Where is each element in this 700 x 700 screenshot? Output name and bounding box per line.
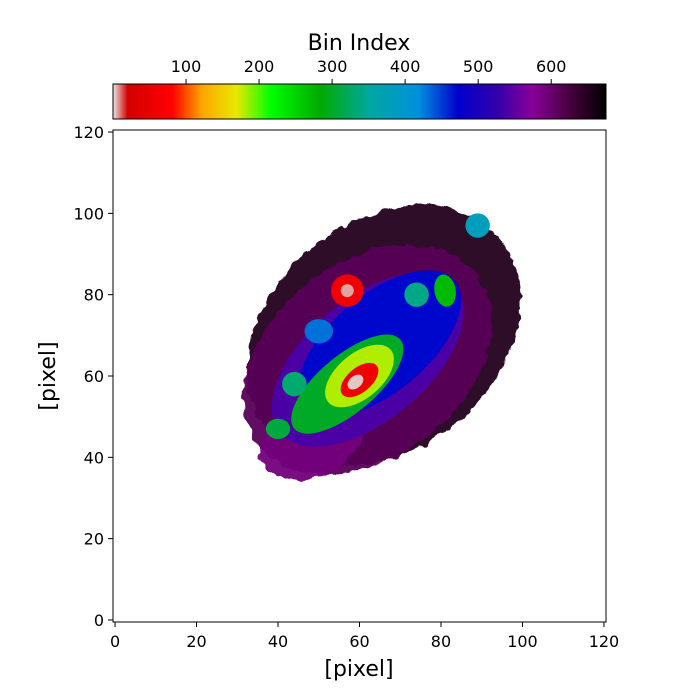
y-axis-ticks: 0 20 40 60 80 100 120 (73, 123, 113, 630)
bin-region-knot (434, 274, 456, 307)
bin-region-knot (340, 284, 354, 298)
x-tick-label: 0 (110, 632, 120, 651)
y-tick-label: 20 (84, 530, 104, 549)
y-tick-label: 0 (94, 611, 104, 630)
y-tick-label: 80 (84, 286, 104, 305)
x-tick-label: 60 (349, 632, 369, 651)
y-tick-label: 60 (84, 367, 104, 386)
colorbar-ticks: 100 200 300 400 500 600 (171, 57, 567, 84)
colorbar: Bin Index 100 200 300 400 500 600 (112, 31, 607, 120)
y-axis-label: [pixel] (36, 341, 61, 410)
x-tick-label: 120 (589, 632, 620, 651)
bin-region-knot (304, 319, 334, 344)
colorbar-tick-label: 400 (390, 57, 421, 76)
colorbar-tick-label: 300 (317, 57, 348, 76)
colorbar-label: Bin Index (308, 31, 411, 56)
x-tick-label: 80 (431, 632, 451, 651)
colorbar-tick-label: 100 (171, 57, 202, 76)
x-tick-label: 20 (186, 632, 206, 651)
bin-region-nucleus (347, 374, 364, 390)
bin-region-knot (404, 282, 429, 307)
bin-region-knot (282, 371, 307, 397)
colorbar-tick-label: 500 (463, 57, 494, 76)
colorbar-tick-label: 200 (244, 57, 275, 76)
x-axis-ticks: 0 20 40 60 80 100 120 (110, 622, 619, 651)
x-tick-label: 100 (507, 632, 538, 651)
bin-map-image (243, 204, 521, 480)
plot-area: 0 20 40 60 80 100 120 0 20 40 60 80 100 120 (73, 123, 619, 651)
y-tick-label: 120 (73, 123, 104, 142)
colorbar-gradient (112, 83, 607, 120)
x-tick-label: 40 (268, 632, 288, 651)
colorbar-tick-label: 600 (536, 57, 567, 76)
y-tick-label: 100 (73, 204, 104, 223)
bin-region-knot (465, 213, 490, 238)
x-axis-label: [pixel] (324, 657, 393, 682)
y-tick-label: 40 (84, 448, 104, 467)
bin-region-knot (265, 418, 291, 440)
